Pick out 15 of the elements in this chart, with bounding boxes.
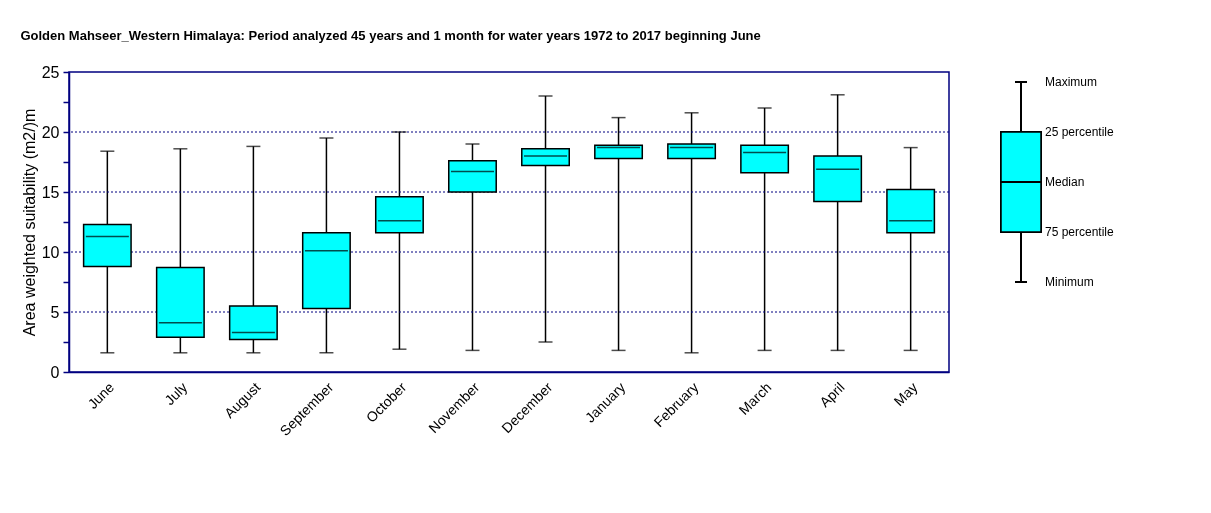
text: Median	[1045, 175, 1085, 189]
y-tick-label: 20	[41, 123, 60, 141]
text: 25 percentile	[1045, 125, 1115, 139]
y-tick-label: 15	[41, 183, 60, 201]
x-tick-label: May	[890, 379, 921, 410]
y-tick-label: 25	[41, 63, 60, 81]
y-axis-title: Area weighted suitability (m2/)m	[20, 108, 38, 337]
text: Maximum	[1045, 75, 1098, 89]
text: Minimum	[1045, 275, 1094, 289]
y-tick-label: 10	[41, 243, 60, 261]
text: 75 percentile	[1045, 225, 1115, 239]
x-tick-label: July	[161, 379, 191, 409]
y-tick-label: 5	[50, 303, 60, 321]
chart-title: Golden Mahseer_Western Himalaya: Period analyzed 45 years and 1 month for water years 1972 to 2017 beginning June	[20, 28, 761, 44]
y-tick-label: 0	[50, 363, 60, 381]
